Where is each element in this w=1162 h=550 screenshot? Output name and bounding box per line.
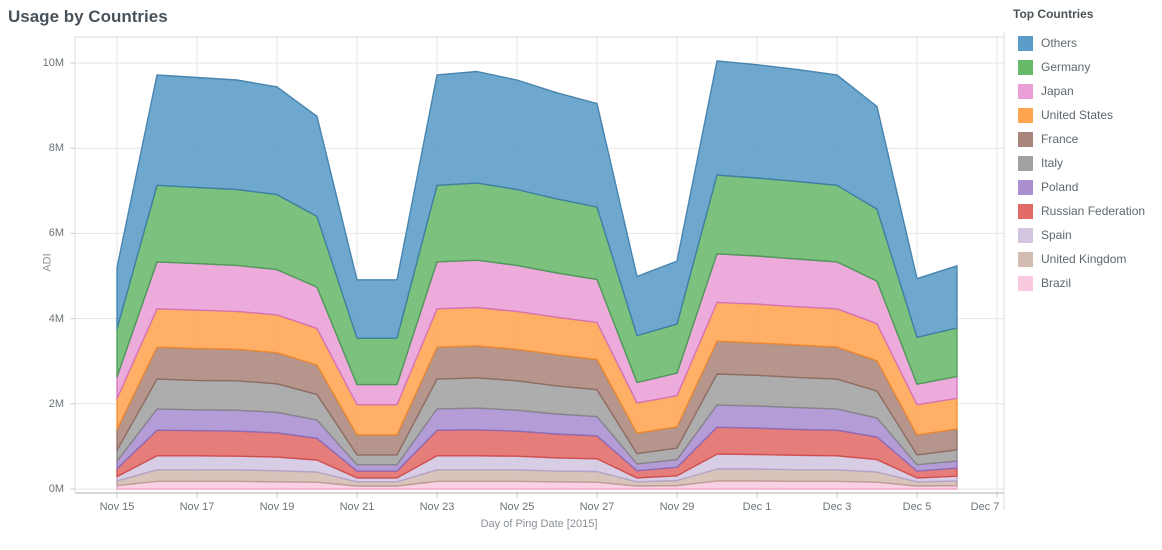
x-axis-title: Day of Ping Date [2015] xyxy=(480,518,598,530)
legend-label: Italy xyxy=(1041,156,1064,170)
legend-item-poland[interactable]: Poland xyxy=(1018,177,1078,197)
legend-swatch-others xyxy=(1018,35,1033,51)
y-axis-title: ADI xyxy=(41,253,54,272)
y-tick-label-4m: 4M xyxy=(48,312,64,325)
y-tick-label-2m: 2M xyxy=(48,397,64,410)
area-others[interactable] xyxy=(116,60,958,339)
legend-item-russian-federation[interactable]: Russian Federation xyxy=(1018,201,1145,221)
legend-item-united-states[interactable]: United States xyxy=(1018,105,1113,125)
legend-item-others[interactable]: Others xyxy=(1018,33,1077,53)
chart-title: Usage by Countries xyxy=(8,7,168,26)
x-tick-label-nov-23: Nov 23 xyxy=(419,501,455,513)
legend-swatch-united-kingdom xyxy=(1018,251,1033,267)
legend-label: Brazil xyxy=(1041,276,1072,290)
legend-item-brazil[interactable]: Brazil xyxy=(1018,273,1071,293)
legend-swatch-russian-federation xyxy=(1018,203,1033,219)
legend-item-italy[interactable]: Italy xyxy=(1018,153,1063,173)
y-tick-label-0m: 0M xyxy=(48,483,64,495)
legend-label: Russian Federation xyxy=(1041,204,1146,218)
x-tick-label-dec-5: Dec 5 xyxy=(902,501,932,513)
legend-label: United States xyxy=(1041,108,1114,122)
legend-item-united-kingdom[interactable]: United Kingdom xyxy=(1018,249,1126,269)
legend-item-spain[interactable]: Spain xyxy=(1018,225,1072,245)
legend-swatch-spain xyxy=(1018,227,1033,243)
legend-swatch-germany xyxy=(1018,59,1033,75)
x-tick-label-nov-21: Nov 21 xyxy=(339,501,375,513)
legend-swatch-france xyxy=(1018,131,1033,147)
legend-item-germany[interactable]: Germany xyxy=(1018,57,1090,77)
legend-item-france[interactable]: France xyxy=(1018,129,1078,149)
x-tick-label-nov-29: Nov 29 xyxy=(659,501,695,513)
x-tick-label-nov-27: Nov 27 xyxy=(579,501,615,513)
x-tick-label-dec-7: Dec 7 xyxy=(970,501,1000,513)
legend-label: United Kingdom xyxy=(1041,252,1127,266)
x-tick-label-nov-17: Nov 17 xyxy=(179,501,215,513)
legend-swatch-brazil xyxy=(1018,275,1033,291)
legend-label: France xyxy=(1041,132,1079,146)
x-tick-label-nov-15: Nov 15 xyxy=(99,501,135,513)
x-tick-label-dec-1: Dec 1 xyxy=(742,501,772,513)
y-tick-label-8m: 8M xyxy=(48,142,64,155)
legend-label: Poland xyxy=(1041,180,1079,194)
legend-label: Japan xyxy=(1041,84,1074,98)
x-tick-label-nov-25: Nov 25 xyxy=(499,501,535,513)
y-tick-label-6m: 6M xyxy=(48,227,64,240)
legend-label: Others xyxy=(1041,36,1078,50)
x-tick-label-nov-19: Nov 19 xyxy=(259,501,295,513)
x-tick-label-dec-3: Dec 3 xyxy=(822,501,852,513)
legend-swatch-united-states xyxy=(1018,107,1033,123)
legend-swatch-poland xyxy=(1018,179,1033,195)
legend-swatch-japan xyxy=(1018,83,1033,99)
legend-label: Germany xyxy=(1041,60,1091,74)
legend-swatch-italy xyxy=(1018,155,1033,171)
legend-item-japan[interactable]: Japan xyxy=(1018,81,1074,101)
legend-title: Top Countries xyxy=(1013,7,1094,21)
y-tick-label-10m: 10M xyxy=(42,57,64,69)
legend-label: Spain xyxy=(1041,228,1072,242)
